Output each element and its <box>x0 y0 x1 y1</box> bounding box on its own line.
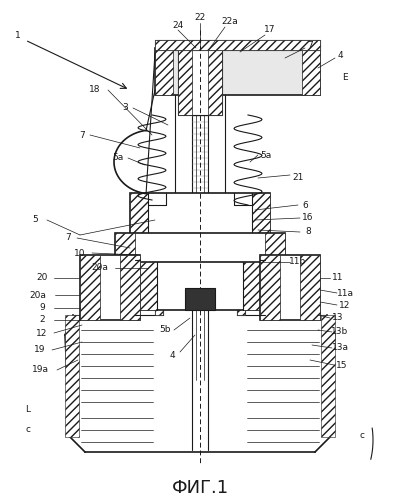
Text: 3: 3 <box>122 104 128 112</box>
Text: 5b: 5b <box>159 326 171 334</box>
Bar <box>135 262 265 310</box>
Text: 13a: 13a <box>331 344 349 352</box>
Bar <box>302 48 320 95</box>
Text: 17: 17 <box>264 26 276 35</box>
Text: c: c <box>25 426 31 434</box>
Text: 4: 4 <box>337 50 343 59</box>
Bar <box>80 255 100 320</box>
Bar <box>265 233 285 265</box>
Text: 5a: 5a <box>260 150 272 160</box>
Bar <box>135 262 157 310</box>
Bar <box>260 255 280 320</box>
Text: 22a: 22a <box>222 18 238 26</box>
Bar <box>252 193 270 235</box>
Text: 2: 2 <box>39 316 45 324</box>
Text: 16: 16 <box>302 214 314 222</box>
Text: 22: 22 <box>195 14 206 22</box>
Text: 20: 20 <box>36 274 48 282</box>
Bar <box>155 48 173 95</box>
Text: 7: 7 <box>307 40 313 50</box>
Bar <box>155 40 320 50</box>
Bar <box>155 48 320 95</box>
Text: 4: 4 <box>169 350 175 360</box>
Bar <box>155 235 163 315</box>
Text: 11: 11 <box>332 274 344 282</box>
Text: 12: 12 <box>36 328 48 338</box>
Text: 19: 19 <box>34 346 46 354</box>
Bar <box>155 40 320 50</box>
Bar <box>115 233 285 265</box>
Bar <box>260 255 320 320</box>
Text: ФИГ.1: ФИГ.1 <box>172 479 229 497</box>
Bar <box>237 235 245 315</box>
Text: 15: 15 <box>336 360 348 370</box>
Bar <box>130 193 148 235</box>
Text: 19a: 19a <box>31 366 48 374</box>
Text: 7: 7 <box>79 130 85 140</box>
Text: 5: 5 <box>32 216 38 224</box>
Bar <box>130 193 270 235</box>
Bar <box>208 48 222 115</box>
Text: c: c <box>360 430 364 440</box>
Text: 10: 10 <box>74 248 86 258</box>
Text: 11a: 11a <box>337 288 353 298</box>
Bar <box>65 315 79 437</box>
Text: E: E <box>342 74 348 82</box>
Bar <box>243 262 265 310</box>
Text: 7: 7 <box>65 234 71 242</box>
Bar <box>178 48 192 115</box>
Text: 21: 21 <box>292 174 304 182</box>
Text: 5a: 5a <box>112 154 123 162</box>
Text: 6: 6 <box>302 200 308 209</box>
Bar <box>80 255 140 320</box>
Text: 1: 1 <box>15 30 21 40</box>
Text: 9: 9 <box>39 304 45 312</box>
Text: 20a: 20a <box>92 264 108 272</box>
Text: 8: 8 <box>305 228 311 236</box>
Bar <box>321 315 335 437</box>
Bar <box>115 233 135 265</box>
Text: 13: 13 <box>332 314 344 322</box>
Bar <box>178 48 222 115</box>
Text: 24: 24 <box>172 20 184 30</box>
Text: L: L <box>25 406 31 414</box>
Bar <box>300 255 320 320</box>
Bar <box>120 255 140 320</box>
Text: 12: 12 <box>339 300 351 310</box>
Text: 13b: 13b <box>331 328 349 336</box>
Text: 18: 18 <box>89 86 101 94</box>
Text: 11b: 11b <box>289 258 306 266</box>
Text: 20a: 20a <box>29 290 46 300</box>
Bar <box>185 288 215 310</box>
